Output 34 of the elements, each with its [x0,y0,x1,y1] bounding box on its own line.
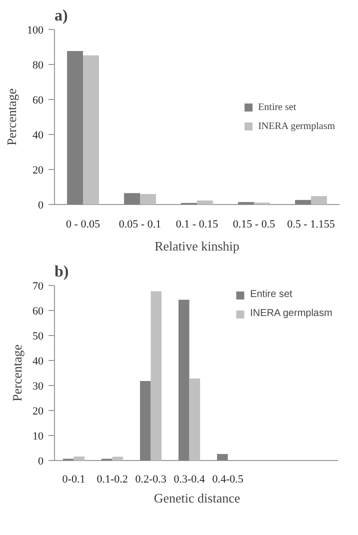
y-tick-label: 20 [32,406,44,418]
x-tick-label: 0 - 0.05 [66,218,100,230]
legend-label: INERA germplasm [258,120,335,132]
x-tick-label: 0.5 - 1.155 [287,218,336,230]
x-tick-label: 0.2-0.3 [135,474,167,486]
y-tick-label: 30 [32,380,44,392]
y-axis-title: Percentage [4,88,19,146]
x-axis-title: Relative kinship [154,238,240,254]
chart-title: a) [54,8,68,24]
y-axis-title: Percentage [10,344,24,402]
x-tick-label: 0.3-0.4 [174,474,206,486]
x-tick-label: 0.15 - 0.5 [232,218,276,230]
y-tick-label: 40 [32,130,44,142]
y-tick-label: 60 [32,306,44,318]
x-tick-label: 0.1-0.2 [96,474,128,486]
y-tick-label: 100 [27,24,44,36]
x-tick-label: 0-0.1 [62,474,86,486]
x-axis-title: Genetic distance [154,490,240,506]
x-tick-label: 0.4-0.5 [212,474,244,486]
y-tick-label: 80 [32,60,44,72]
y-tick-label: 70 [32,280,44,292]
y-tick-label: 10 [32,430,44,442]
y-tick-label: 0 [38,456,44,468]
y-tick-label: 20 [32,164,44,176]
y-tick-label: 0 [38,200,44,212]
y-tick-label: 60 [32,94,44,106]
legend-label: INERA germplasm [250,308,332,319]
y-tick-label: 40 [32,356,44,368]
x-tick-label: 0.05 - 0.1 [118,218,162,230]
x-tick-label: 0.1 - 0.15 [176,218,219,230]
chart-title: b) [54,264,69,280]
legend-label: Entire set [250,289,292,300]
legend-label: Entire set [258,102,296,112]
y-tick-label: 50 [32,330,44,342]
